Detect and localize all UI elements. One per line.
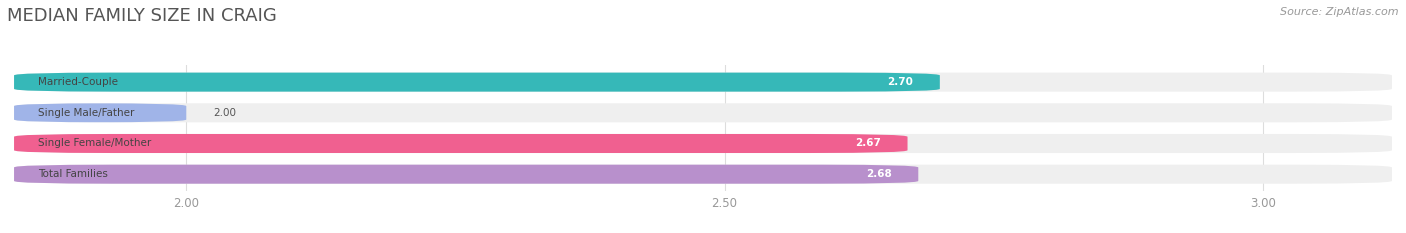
FancyBboxPatch shape [14, 134, 1392, 153]
Text: Married-Couple: Married-Couple [38, 77, 118, 87]
FancyBboxPatch shape [14, 73, 939, 92]
FancyBboxPatch shape [14, 103, 186, 122]
Text: Total Families: Total Families [38, 169, 108, 179]
FancyBboxPatch shape [14, 165, 918, 184]
Text: Single Female/Mother: Single Female/Mother [38, 138, 150, 148]
Text: Source: ZipAtlas.com: Source: ZipAtlas.com [1281, 7, 1399, 17]
Text: 2.00: 2.00 [214, 108, 236, 118]
Text: Single Male/Father: Single Male/Father [38, 108, 134, 118]
Text: 2.67: 2.67 [855, 138, 880, 148]
Text: 2.70: 2.70 [887, 77, 912, 87]
FancyBboxPatch shape [14, 165, 1392, 184]
FancyBboxPatch shape [14, 134, 907, 153]
Text: MEDIAN FAMILY SIZE IN CRAIG: MEDIAN FAMILY SIZE IN CRAIG [7, 7, 277, 25]
FancyBboxPatch shape [14, 73, 1392, 92]
FancyBboxPatch shape [14, 103, 1392, 122]
Text: 2.68: 2.68 [866, 169, 891, 179]
